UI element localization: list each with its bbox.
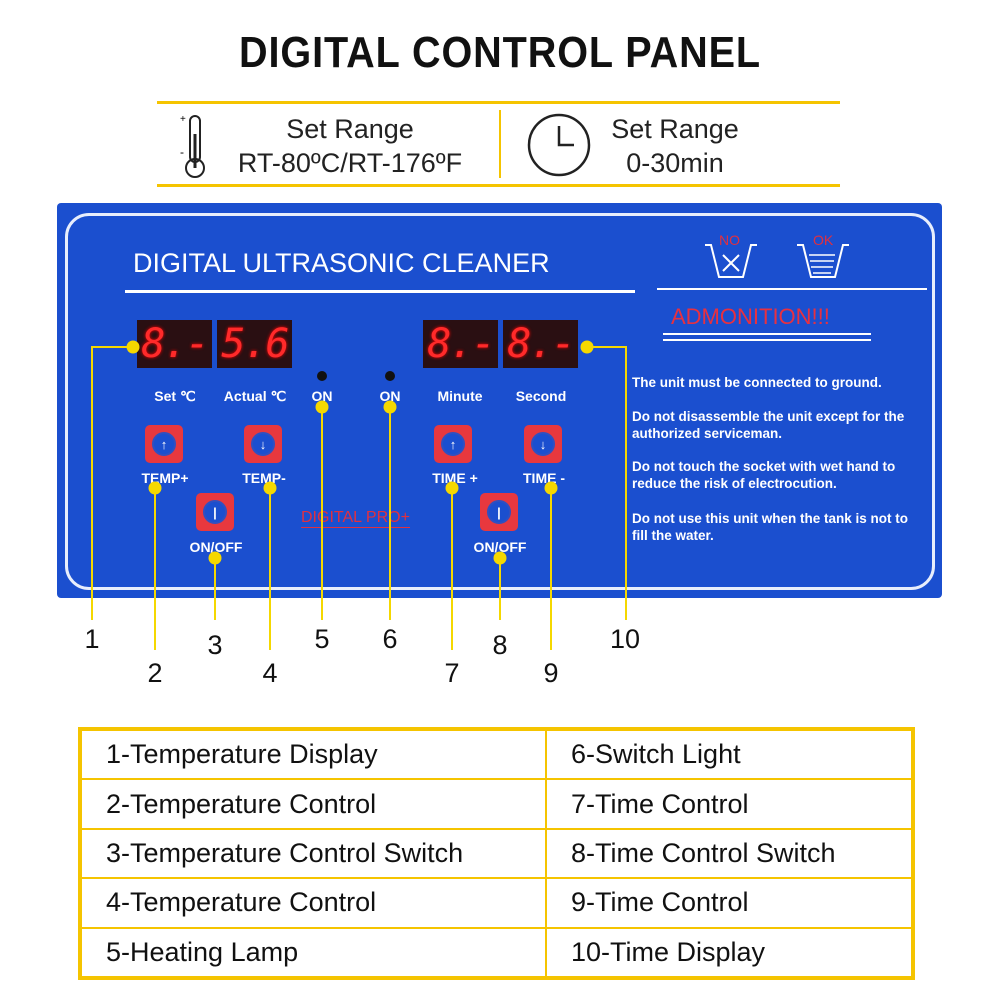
temp-down-button[interactable]: ↓	[244, 425, 282, 463]
legend-cell: 3-Temperature Control Switch	[81, 828, 546, 879]
warning-text: Do not disassemble the unit except for t…	[632, 409, 905, 441]
callout-line	[451, 488, 453, 650]
callout-number: 6	[382, 624, 398, 654]
brand-logo: DIGITAL PRO+	[301, 509, 410, 528]
temp-power-button[interactable]: |	[196, 493, 234, 531]
svg-text:+: +	[180, 114, 186, 125]
callout-line	[91, 346, 133, 348]
arrow-up-icon: ↑	[441, 432, 465, 456]
switch-light	[385, 371, 395, 381]
callout-line	[91, 346, 93, 620]
callout-number: 1	[84, 624, 100, 654]
callout-dot	[263, 481, 277, 495]
arrow-up-icon: ↑	[152, 432, 176, 456]
callout-dot	[383, 400, 397, 414]
legend-table: 1-Temperature Display 6-Switch Light 2-T…	[78, 727, 915, 980]
callout-dot	[544, 481, 558, 495]
tank-icons: NO OK	[705, 232, 849, 278]
callout-dot	[445, 481, 459, 495]
warning-text: Do not use this unit when the tank is no…	[632, 511, 908, 543]
temp-range: Set Range RT-80ºC/RT-176ºF	[237, 114, 463, 178]
divider	[499, 110, 501, 178]
callout-dot	[126, 340, 140, 354]
callout-number: 2	[147, 658, 163, 688]
callout-number: 4	[262, 658, 278, 688]
time-minus-label: TIME -	[523, 470, 565, 486]
legend-cell: 5-Heating Lamp	[81, 927, 546, 977]
callout-dot	[580, 340, 594, 354]
temp-minus-label: TEMP-	[242, 470, 286, 486]
power-icon: |	[487, 500, 511, 524]
callout-line	[587, 346, 627, 348]
callout-number: 3	[207, 630, 223, 660]
power-icon: |	[203, 500, 227, 524]
temperature-actual-display: 5.6	[217, 320, 292, 368]
svg-text:OK: OK	[813, 232, 834, 248]
callout-line	[389, 407, 391, 620]
time-plus-label: TIME +	[432, 470, 478, 486]
callout-number: 10	[609, 624, 641, 654]
callout-number: 7	[444, 658, 460, 688]
arrow-down-icon: ↓	[531, 432, 555, 456]
callout-number: 8	[492, 630, 508, 660]
panel-heading: DIGITAL ULTRASONIC CLEANER	[133, 248, 550, 278]
legend-cell: 10-Time Display	[546, 927, 912, 977]
minute-label: Minute	[437, 388, 483, 404]
callout-dot	[315, 400, 329, 414]
legend-cell: 9-Time Control	[546, 878, 912, 928]
second-display: 8.-	[503, 320, 578, 368]
control-panel: DIGITAL ULTRASONIC CLEANER NO OK ADMONITI…	[57, 203, 942, 598]
time-up-button[interactable]: ↑	[434, 425, 472, 463]
on-label: ON	[379, 388, 401, 404]
svg-text:-: -	[180, 145, 184, 159]
temp-up-button[interactable]: ↑	[145, 425, 183, 463]
thermometer-icon: +-	[180, 114, 205, 178]
callout-line	[625, 346, 627, 620]
actual-label: Actual ℃	[223, 388, 287, 404]
callout-dot	[493, 551, 507, 565]
divider	[125, 290, 635, 293]
warning-text: Do not touch the socket with wet hand to…	[632, 459, 896, 491]
divider	[663, 333, 871, 335]
second-label: Second	[515, 388, 567, 404]
legend-cell: 7-Time Control	[546, 779, 912, 829]
set-label: Set ℃	[154, 388, 196, 404]
callout-dot	[208, 551, 222, 565]
warning-text: The unit must be connected to ground.	[632, 375, 882, 390]
callout-line	[214, 558, 216, 620]
temperature-set-display: 8.-	[137, 320, 212, 368]
heating-lamp	[317, 371, 327, 381]
divider	[157, 101, 840, 104]
legend-cell: 1-Temperature Display	[81, 730, 546, 780]
callout-line	[269, 488, 271, 650]
callout-line	[154, 488, 156, 650]
legend-cell: 6-Switch Light	[546, 730, 912, 780]
time-power-button[interactable]: |	[480, 493, 518, 531]
page-title: DIGITAL CONTROL PANEL	[239, 28, 761, 77]
callout-dot	[148, 481, 162, 495]
callout-line	[321, 407, 323, 620]
callout-line	[499, 558, 501, 620]
callout-number: 5	[314, 624, 330, 654]
svg-text:NO: NO	[719, 232, 740, 248]
divider	[657, 288, 927, 290]
clock-icon	[527, 113, 591, 177]
time-range: Set Range 0-30min	[611, 114, 739, 178]
legend-cell: 8-Time Control Switch	[546, 828, 912, 879]
admonition: ADMONITION!!!	[671, 304, 830, 329]
divider	[157, 184, 840, 187]
onoff-label: ON/OFF	[189, 539, 243, 555]
minute-display: 8.-	[423, 320, 498, 368]
arrow-down-icon: ↓	[251, 432, 275, 456]
onoff-label: ON/OFF	[473, 539, 527, 555]
legend-cell: 4-Temperature Control	[81, 878, 546, 928]
on-label: ON	[311, 388, 333, 404]
legend-cell: 2-Temperature Control	[81, 779, 546, 829]
time-down-button[interactable]: ↓	[524, 425, 562, 463]
callout-number: 9	[543, 658, 559, 688]
callout-line	[550, 488, 552, 650]
